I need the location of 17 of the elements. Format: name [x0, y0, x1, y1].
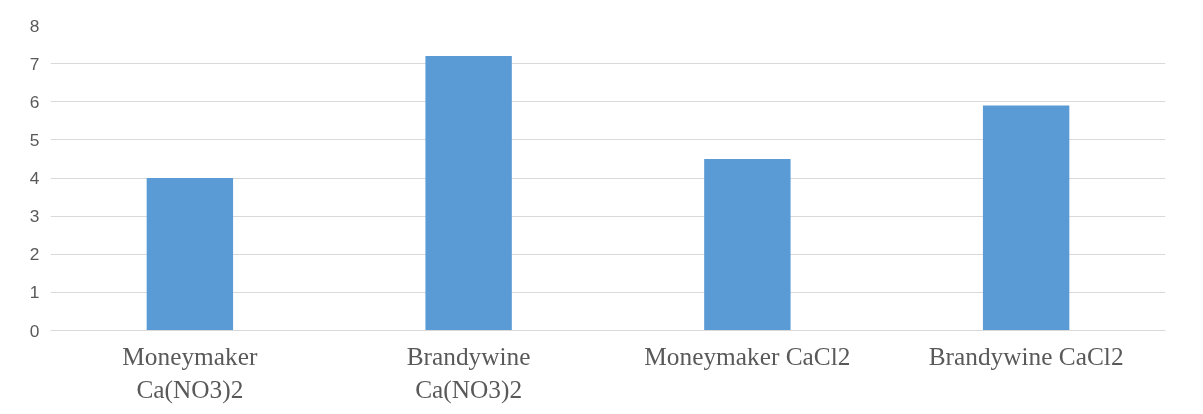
bar	[146, 178, 234, 331]
y-tick-label: 2	[29, 244, 40, 265]
y-tick-label: 8	[29, 15, 40, 36]
bar	[425, 56, 512, 331]
bar	[982, 105, 1070, 331]
y-tick-label: 1	[29, 282, 40, 303]
bar	[704, 158, 791, 331]
x-tick-label: Brandywine CaCl2	[928, 341, 1124, 370]
y-tick-label: 7	[29, 53, 40, 74]
x-tick-label: Moneymaker Ca(NO3)2	[122, 341, 258, 405]
y-tick-label: 4	[29, 168, 40, 188]
x-tick-label: Moneymaker CaCl2	[644, 341, 851, 370]
y-tick-label: 0	[29, 320, 40, 341]
y-tick-label: 5	[29, 129, 40, 150]
y-tick-label: 6	[29, 91, 40, 112]
x-tick-label: Brandywine Ca(NO3)2	[406, 341, 531, 405]
y-tick-label: 3	[29, 206, 40, 227]
